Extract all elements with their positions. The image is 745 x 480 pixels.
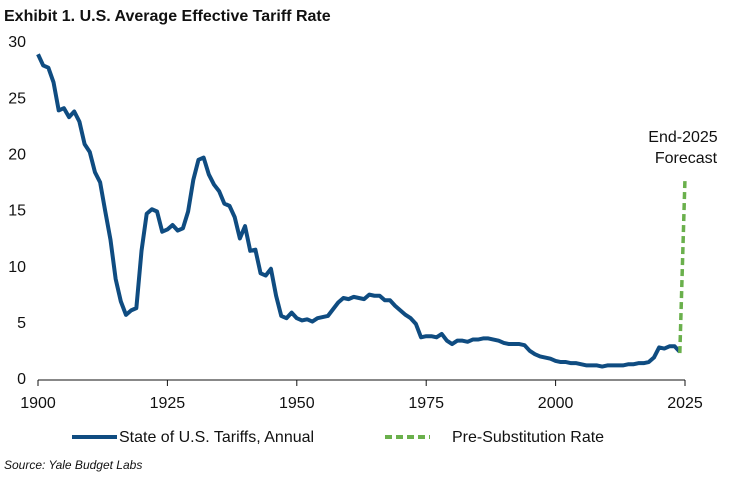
annotation: End-2025 [648, 129, 717, 146]
y-tick-label: 5 [17, 315, 26, 332]
y-tick-label: 25 [8, 90, 26, 107]
y-tick-label: 20 [8, 147, 26, 164]
y-tick-label: 0 [17, 371, 26, 388]
x-tick-label: 1950 [279, 395, 315, 412]
source: Source: Yale Budget Labs [4, 458, 142, 472]
chart-title: Exhibit 1. U.S. Average Effective Tariff… [4, 8, 331, 25]
x-tick-label: 1925 [150, 395, 186, 412]
x-tick-label: 2025 [667, 395, 703, 412]
x-tick-label: 1975 [408, 395, 444, 412]
legend-label: Pre-Substitution Rate [452, 429, 604, 446]
x-tick-label: 1900 [20, 395, 56, 412]
series-line [678, 177, 687, 354]
x-tick-label: 2000 [538, 395, 574, 412]
y-tick-label: 15 [8, 203, 26, 220]
series-line [36, 53, 682, 369]
annotation: Forecast [655, 150, 718, 167]
y-tick-label: 30 [8, 34, 26, 51]
legend-label: State of U.S. Tariffs, Annual [119, 429, 314, 446]
y-tick-label: 10 [8, 259, 26, 276]
